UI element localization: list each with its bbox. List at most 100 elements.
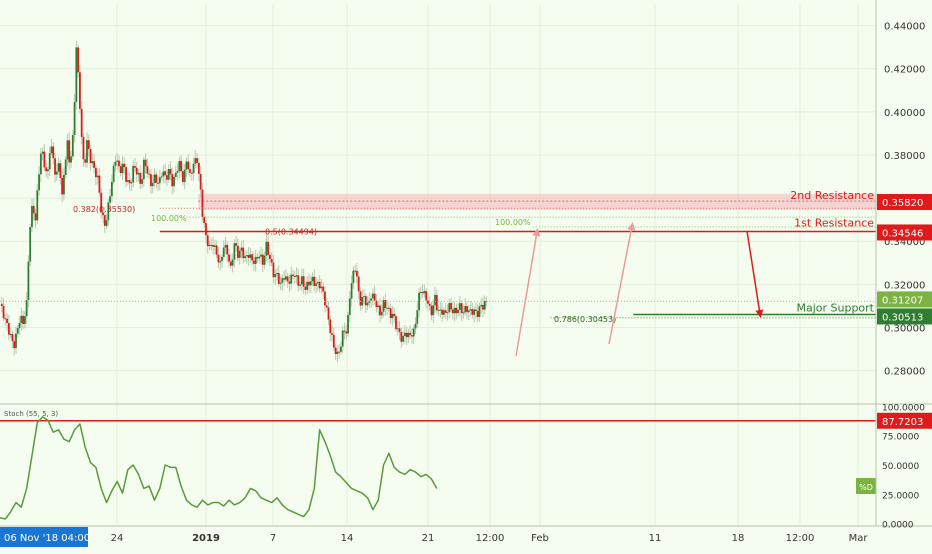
candle-body — [210, 244, 213, 246]
candle-body — [245, 255, 248, 257]
candle-body — [242, 247, 245, 259]
candle-body — [181, 171, 184, 183]
candle-body — [231, 259, 234, 266]
candle-body — [430, 305, 433, 316]
candle-body — [395, 316, 397, 330]
stoch-title: Stoch (55, 5, 3) — [4, 410, 58, 418]
candle-body — [238, 250, 241, 258]
candle-body — [327, 307, 330, 320]
badge-major-support: 0.30513 — [882, 312, 923, 323]
y-tick-label: 0.34000 — [884, 237, 925, 248]
candle-body — [190, 172, 193, 174]
candle-body — [466, 306, 468, 313]
candle-body — [460, 303, 463, 313]
candle-body — [396, 328, 399, 330]
candle-body — [251, 254, 254, 261]
candle-body — [318, 281, 321, 289]
candle-body — [363, 296, 365, 298]
y-tick-label: 0.44000 — [884, 22, 925, 33]
candle-body — [354, 270, 357, 272]
candle-body — [272, 262, 275, 278]
candle-body — [297, 275, 300, 286]
candle-body — [11, 334, 14, 342]
candle-body — [153, 174, 156, 183]
candle-body — [103, 215, 106, 226]
candle-body — [169, 168, 172, 175]
candle-body — [192, 163, 195, 174]
candle-body — [419, 291, 422, 293]
candle-body — [82, 136, 85, 160]
y-tick-label: 0.38000 — [884, 151, 925, 162]
candle-body — [70, 156, 72, 163]
candle-body — [160, 176, 163, 178]
candle-body — [237, 245, 239, 258]
candle-body — [464, 306, 467, 313]
candle-body — [348, 298, 351, 315]
fib-label: 100.00% — [495, 218, 531, 227]
x-tick-label: 12:00 — [476, 533, 505, 544]
candle-body — [109, 196, 111, 203]
candle-body — [224, 244, 227, 248]
candle-body — [480, 304, 483, 307]
candle-body — [247, 255, 250, 258]
candle-body — [384, 300, 387, 308]
candle-body — [87, 140, 90, 149]
candle-body — [73, 101, 76, 136]
candle-body — [80, 108, 83, 137]
overlay-layer: 0.382(0.35530) 100.00% 0.5(0.34494) 100.00%… — [0, 189, 876, 357]
candle-body — [286, 276, 289, 282]
candle-body — [142, 159, 145, 180]
candle-body — [411, 335, 413, 337]
candle-body — [403, 332, 406, 337]
candle-body — [229, 261, 232, 266]
candle-body — [402, 336, 404, 342]
candle-body — [263, 255, 266, 265]
y-tick-label: 0.28000 — [884, 367, 925, 378]
candle-body — [196, 158, 198, 163]
candle-body — [22, 315, 24, 324]
candle-body — [350, 283, 353, 299]
candle-body — [38, 174, 40, 191]
resistance-zone-layer — [198, 193, 876, 210]
candle-body — [459, 303, 461, 310]
candle-body — [71, 135, 74, 157]
candle-body — [125, 167, 127, 182]
candle-body — [288, 281, 291, 284]
candle-body — [370, 298, 373, 301]
candle-body — [437, 309, 440, 311]
candle-body — [213, 245, 216, 247]
candle-body — [434, 294, 436, 306]
candle-body — [66, 140, 69, 160]
candle-body — [77, 47, 80, 73]
x-tick-label: 24 — [111, 533, 124, 544]
candle-body — [364, 296, 367, 306]
candle-body — [261, 254, 264, 265]
x-first-label: 06 Nov '18 04:00 — [4, 533, 90, 544]
candle-body — [313, 276, 316, 286]
candle-body — [107, 202, 110, 221]
candle-body — [32, 205, 35, 214]
candle-body — [407, 332, 410, 338]
candle-body — [141, 179, 143, 184]
candle-body — [448, 303, 451, 313]
candle-body — [98, 175, 101, 193]
candle-body — [110, 181, 113, 197]
candle-body — [116, 160, 119, 162]
candle-body — [343, 330, 346, 332]
candle-body — [126, 180, 129, 182]
candle-body — [473, 309, 476, 315]
candle-body — [151, 182, 154, 187]
candle-body — [130, 182, 133, 184]
candle-body — [352, 270, 355, 284]
stoch-legend-box — [856, 478, 876, 494]
candle-body — [158, 177, 161, 184]
candle-body — [359, 291, 362, 306]
candle-body — [322, 286, 325, 292]
candle-body — [157, 182, 159, 184]
candle-body — [254, 257, 257, 264]
candle-body — [64, 159, 67, 175]
candle-body — [439, 309, 442, 311]
y-tick-label: 0.32000 — [884, 280, 925, 291]
candle-body — [371, 293, 374, 299]
